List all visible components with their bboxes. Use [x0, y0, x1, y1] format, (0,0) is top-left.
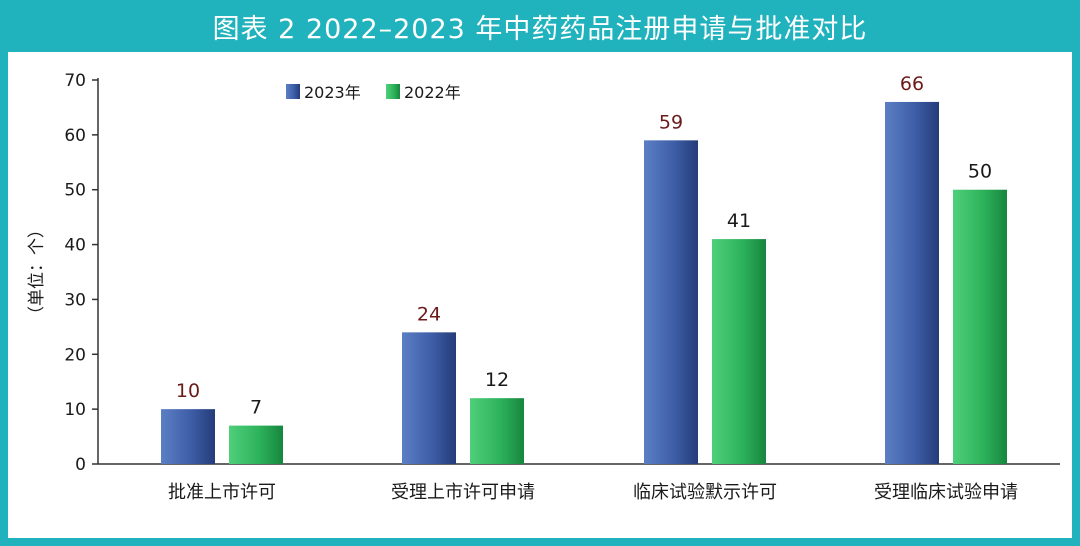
- x-category-label: 批准上市许可: [168, 482, 276, 503]
- bar-2022: [229, 426, 283, 464]
- bar-2023: [644, 140, 698, 464]
- y-tick-label: 40: [64, 236, 86, 256]
- bar-2023: [885, 102, 939, 464]
- data-label: 24: [417, 303, 441, 325]
- y-tick-label: 0: [75, 455, 86, 475]
- y-tick-label: 30: [64, 290, 86, 310]
- y-tick-label: 20: [64, 345, 86, 365]
- y-tick-label: 70: [64, 71, 86, 91]
- x-category-label: 受理临床试验申请: [874, 482, 1018, 503]
- data-label: 66: [900, 73, 924, 95]
- bar-2023: [161, 409, 215, 464]
- bar-2022: [470, 398, 524, 464]
- data-label: 12: [485, 369, 509, 391]
- bar-2022: [712, 239, 766, 464]
- x-category-label: 受理上市许可申请: [391, 482, 535, 503]
- y-tick-label: 50: [64, 181, 86, 201]
- bar-2022: [953, 190, 1007, 464]
- legend-label: 2022年: [404, 83, 461, 102]
- x-category-label: 临床试验默示许可: [633, 482, 777, 503]
- y-axis-title: （单位：个）: [27, 221, 47, 323]
- bar-2023: [402, 332, 456, 464]
- legend-label: 2023年: [304, 83, 361, 102]
- data-label: 10: [176, 380, 200, 402]
- data-label: 7: [250, 397, 262, 419]
- data-label: 50: [968, 161, 992, 183]
- legend-swatch-2023: [286, 84, 300, 99]
- legend-swatch-2022: [386, 84, 400, 99]
- data-label: 41: [727, 210, 751, 232]
- data-label: 59: [659, 111, 683, 133]
- y-tick-label: 10: [64, 400, 86, 420]
- y-tick-label: 60: [64, 126, 86, 146]
